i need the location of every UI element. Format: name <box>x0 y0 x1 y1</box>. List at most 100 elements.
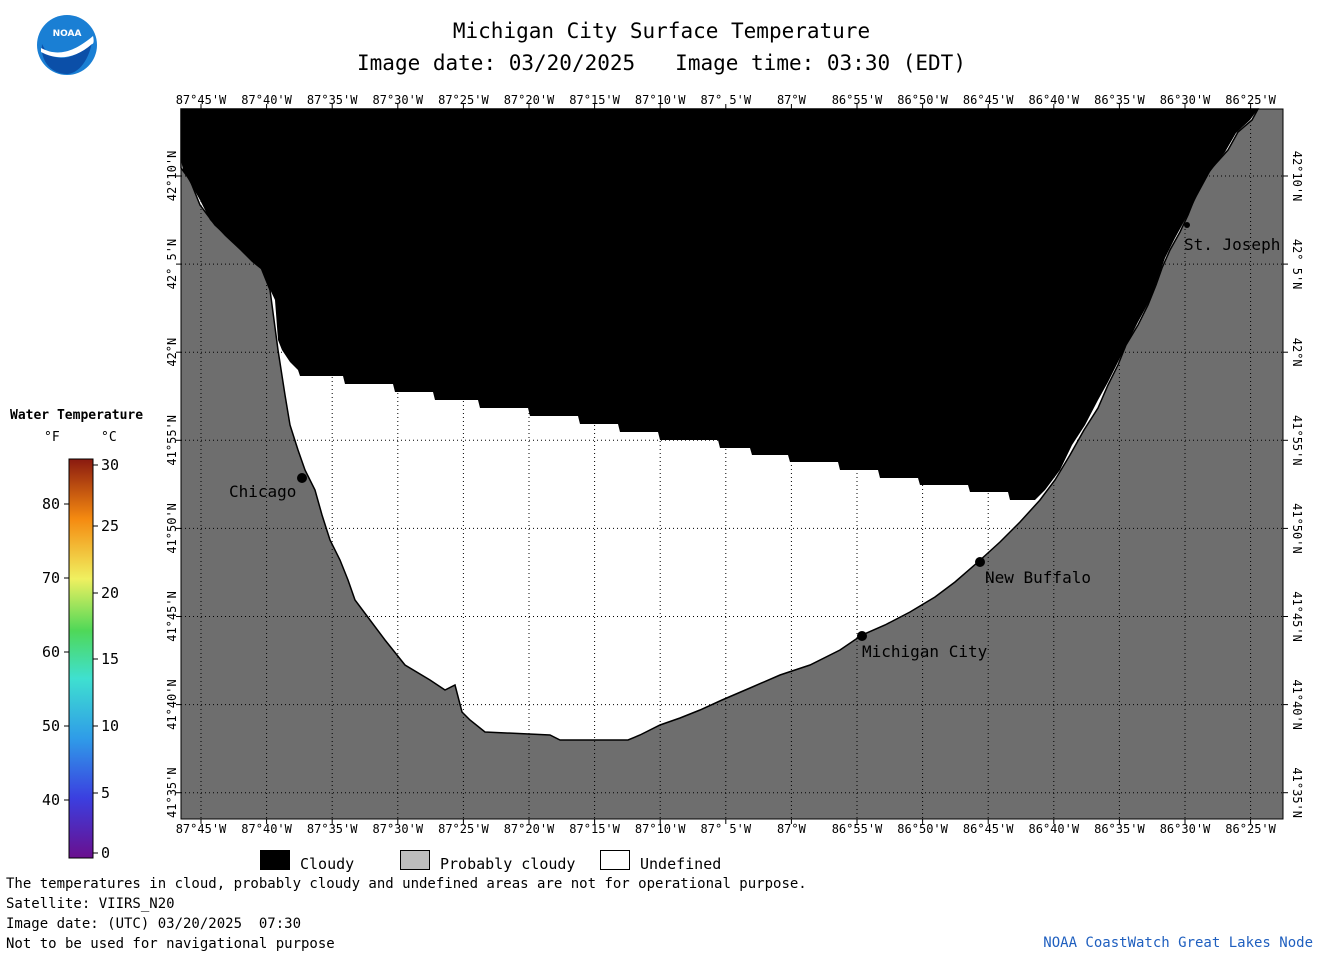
lon-label-bottom: 87°45'W <box>176 822 227 836</box>
legend-unit-c: °C <box>101 430 117 445</box>
key-cloudy-label: Cloudy <box>300 855 355 873</box>
noaa-logo-icon: NOAA <box>37 15 97 75</box>
lat-label-left: 42°N <box>165 338 179 367</box>
lon-label-top: 87°30'W <box>373 93 424 107</box>
colorbar-c-ticks: 30 25 20 15 10 5 0 <box>93 456 119 862</box>
credit-link[interactable]: NOAA CoastWatch Great Lakes Node <box>1043 935 1313 951</box>
lon-label-top: 86°35'W <box>1094 93 1145 107</box>
colorbar-f-label: 50 <box>42 717 60 735</box>
lat-label-left: 41°50'N <box>165 503 179 554</box>
lat-label-right: 41°45'N <box>1290 591 1304 642</box>
lon-label-top: 86°55'W <box>832 93 883 107</box>
colorbar-f-label: 40 <box>42 791 60 809</box>
colorbar-f-ticks: 80 70 60 50 40 <box>42 495 69 809</box>
lon-label-top: 87°W <box>777 93 807 107</box>
key-cloudy-swatch <box>260 850 290 870</box>
legend-title: Water Temperature <box>10 408 144 423</box>
colorbar-gradient <box>68 458 94 859</box>
lat-label-right: 41°55'N <box>1290 415 1304 466</box>
key-undefined-swatch <box>600 850 630 870</box>
map-ticks <box>176 104 1288 824</box>
image-date: Image date: 03/20/2025 <box>357 51 636 75</box>
image-time: Image time: 03:30 (EDT) <box>675 51 966 75</box>
note-operational: The temperatures in cloud, probably clou… <box>6 876 807 892</box>
lon-label-top: 87°45'W <box>176 93 227 107</box>
lat-label-right: 41°40'N <box>1290 679 1304 730</box>
colorbar-c-label: 5 <box>101 784 110 802</box>
new-buffalo-marker <box>975 557 985 567</box>
lon-label-top: 87° 5'W <box>701 93 752 107</box>
st-joseph-marker <box>1184 222 1190 228</box>
lon-labels-bottom: 87°45'W 87°40'W 87°35'W 87°30'W 87°25'W 87°20… <box>176 822 1277 836</box>
city-label-st-joseph: St. Joseph <box>1184 235 1280 254</box>
lon-labels-top: 87°45'W 87°40'W 87°35'W 87°30'W 87°25'W 87°20… <box>176 93 1277 107</box>
lon-label-bottom: 86°50'W <box>897 822 948 836</box>
lon-label-bottom: 87° 5'W <box>701 822 752 836</box>
lat-label-left: 41°45'N <box>165 591 179 642</box>
colorbar-c-label: 0 <box>101 844 110 862</box>
note-satellite: Satellite: VIIRS_N20 <box>6 896 175 912</box>
page-title: Michigan City Surface Temperature <box>452 19 871 43</box>
colorbar-f-label: 60 <box>42 643 60 661</box>
lon-label-top: 86°50'W <box>897 93 948 107</box>
lon-label-bottom: 87°10'W <box>635 822 686 836</box>
lon-label-top: 86°30'W <box>1160 93 1211 107</box>
lon-label-bottom: 86°55'W <box>832 822 883 836</box>
lon-label-bottom: 87°35'W <box>307 822 358 836</box>
lon-label-top: 87°25'W <box>438 93 489 107</box>
city-label-chicago: Chicago <box>229 482 296 501</box>
lat-label-left: 41°35'N <box>165 767 179 818</box>
lon-label-bottom: 87°W <box>777 822 807 836</box>
lat-label-left: 41°40'N <box>165 679 179 730</box>
key-probably-cloudy-swatch <box>400 850 430 870</box>
key-undefined-label: Undefined <box>640 855 722 873</box>
lat-labels-left: 42°10'N 42° 5'N 42°N 41°55'N 41°50'N 41°45'N 4… <box>165 151 179 818</box>
michigan-city-marker <box>857 631 867 641</box>
lon-label-bottom: 87°30'W <box>373 822 424 836</box>
lat-label-left: 42° 5'N <box>165 239 179 290</box>
lat-label-right: 42° 5'N <box>1290 239 1304 290</box>
note-utc-date: Image date: (UTC) 03/20/2025 07:30 <box>6 916 302 932</box>
colorbar-c-label: 30 <box>101 456 119 474</box>
map-frame <box>180 108 1284 820</box>
lat-labels-right: 42°10'N 42° 5'N 42°N 41°55'N 41°50'N 41°45'N 4… <box>1290 151 1304 818</box>
lon-label-bottom: 87°40'W <box>241 822 292 836</box>
lon-label-bottom: 87°20'W <box>504 822 555 836</box>
lon-label-top: 87°10'W <box>635 93 686 107</box>
lon-label-bottom: 86°25'W <box>1225 822 1276 836</box>
colorbar-c-label: 20 <box>101 584 119 602</box>
lon-label-bottom: 87°25'W <box>438 822 489 836</box>
lon-label-top: 86°40'W <box>1029 93 1080 107</box>
lon-label-top: 87°15'W <box>569 93 620 107</box>
colorbar-f-label: 70 <box>42 569 60 587</box>
lat-label-right: 42°N <box>1290 338 1304 367</box>
lon-label-top: 87°20'W <box>504 93 555 107</box>
legend-unit-f: °F <box>44 430 60 445</box>
lon-label-bottom: 86°45'W <box>963 822 1014 836</box>
city-label-new-buffalo: New Buffalo <box>985 568 1091 587</box>
colorbar-c-label: 15 <box>101 650 119 668</box>
note-navigation: Not to be used for navigational purpose <box>6 936 335 952</box>
lat-label-left: 42°10'N <box>165 151 179 202</box>
lon-label-top: 87°35'W <box>307 93 358 107</box>
lat-label-left: 41°55'N <box>165 415 179 466</box>
lon-label-top: 86°45'W <box>963 93 1014 107</box>
lat-label-right: 41°50'N <box>1290 503 1304 554</box>
lon-label-bottom: 86°40'W <box>1029 822 1080 836</box>
image-datetime: Image date: 03/20/2025 Image time: 03:30 … <box>0 51 1323 75</box>
key-probably-cloudy-label: Probably cloudy <box>440 855 576 873</box>
lat-label-right: 41°35'N <box>1290 767 1304 818</box>
lon-label-bottom: 86°30'W <box>1160 822 1211 836</box>
colorbar-c-label: 25 <box>101 517 119 535</box>
chicago-marker <box>297 473 307 483</box>
lon-label-top: 87°40'W <box>241 93 292 107</box>
cloudy-area <box>181 109 1258 500</box>
lon-label-bottom: 86°35'W <box>1094 822 1145 836</box>
colorbar-f-label: 80 <box>42 495 60 513</box>
lon-label-top: 86°25'W <box>1225 93 1276 107</box>
colorbar-c-label: 10 <box>101 717 119 735</box>
lat-label-right: 42°10'N <box>1290 151 1304 202</box>
logo-text: NOAA <box>53 29 82 39</box>
